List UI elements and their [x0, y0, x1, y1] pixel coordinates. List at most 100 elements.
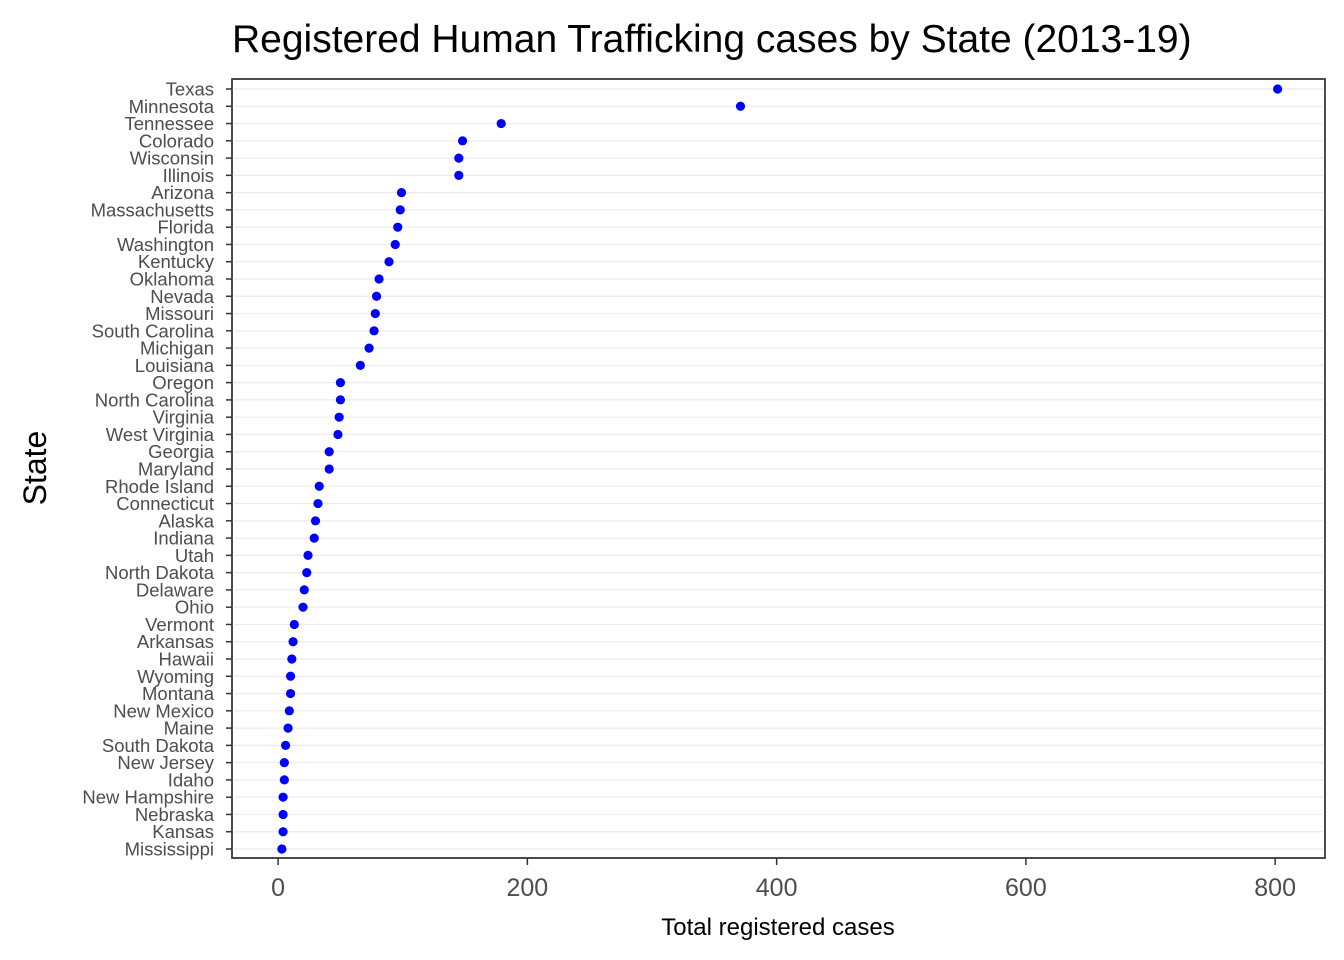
state-label: Colorado — [139, 130, 214, 151]
x-tick-label: 800 — [1254, 874, 1296, 902]
data-point — [355, 360, 365, 370]
state-label: Illinois — [163, 165, 214, 186]
state-label: North Dakota — [105, 562, 215, 583]
data-point — [278, 792, 288, 802]
state-label: Washington — [117, 234, 214, 255]
state-label: North Carolina — [95, 389, 215, 410]
state-label: Oregon — [152, 372, 214, 393]
state-label: Maryland — [138, 459, 214, 480]
data-point — [324, 447, 334, 457]
state-label: Missouri — [145, 303, 214, 324]
data-point — [285, 671, 296, 681]
data-point — [395, 205, 405, 215]
data-point — [333, 429, 343, 440]
x-axis-title: Total registered cases — [661, 914, 894, 941]
state-label: Vermont — [145, 614, 214, 635]
state-label: Ohio — [175, 597, 214, 618]
state-label: Nebraska — [135, 804, 215, 825]
state-label: Delaware — [136, 579, 214, 600]
data-point — [396, 188, 407, 198]
data-point — [393, 222, 403, 232]
state-label: Alaska — [158, 510, 214, 531]
state-label: Michigan — [140, 338, 214, 359]
state-label: Montana — [142, 683, 215, 704]
data-point — [278, 827, 288, 837]
data-point — [335, 378, 346, 388]
data-point — [287, 654, 297, 664]
data-point — [279, 758, 289, 768]
data-point — [279, 775, 289, 785]
state-label: New Hampshire — [82, 787, 214, 808]
state-label: New Jersey — [117, 752, 214, 773]
state-label: Virginia — [153, 407, 215, 428]
data-point — [313, 498, 323, 509]
data-points — [277, 84, 1283, 854]
data-point — [454, 170, 464, 180]
grid-layer — [232, 88, 1325, 850]
state-label: Arizona — [151, 182, 214, 203]
state-label: South Carolina — [92, 320, 215, 341]
data-point — [289, 619, 299, 630]
data-point — [370, 308, 380, 319]
state-label: Hawaii — [158, 649, 214, 670]
data-point — [285, 688, 296, 699]
data-point — [277, 844, 287, 854]
x-tick-label: 0 — [271, 874, 285, 902]
x-axis: 0 200 400 600 800 — [271, 858, 1296, 902]
data-point — [334, 412, 344, 422]
state-labels: TexasMinnesotaTennesseeColoradoWisconsin… — [82, 79, 232, 860]
chart-title: Registered Human Trafficking cases by St… — [232, 18, 1192, 61]
state-label: Maine — [164, 718, 214, 739]
data-point — [283, 723, 293, 733]
state-label: Wyoming — [137, 666, 214, 687]
data-point — [278, 809, 288, 820]
state-label: Arkansas — [137, 631, 214, 652]
data-point — [324, 464, 334, 474]
data-point — [302, 568, 312, 578]
data-point — [374, 274, 384, 284]
state-label: Wisconsin — [130, 148, 214, 169]
state-label: Indiana — [153, 528, 214, 549]
data-point — [303, 550, 313, 560]
data-point — [299, 585, 309, 595]
data-point — [390, 239, 400, 250]
state-label: Louisiana — [135, 355, 215, 376]
data-point — [1273, 84, 1283, 94]
panel-border — [231, 78, 1326, 859]
state-label: Oklahoma — [130, 269, 215, 290]
state-label: Kansas — [152, 821, 214, 842]
data-point — [364, 343, 374, 353]
state-label: Connecticut — [116, 493, 214, 514]
state-label: Utah — [175, 545, 214, 566]
y-axis-title: State — [17, 431, 53, 506]
state-label: Georgia — [148, 441, 215, 462]
data-point — [298, 602, 308, 612]
state-label: Texas — [166, 79, 214, 100]
state-label: South Dakota — [102, 735, 215, 756]
state-label: Florida — [157, 217, 214, 238]
state-label: Idaho — [168, 769, 214, 790]
state-label: Kentucky — [138, 251, 215, 272]
data-point — [288, 637, 298, 647]
state-label: Minnesota — [129, 96, 215, 117]
data-point — [284, 706, 294, 716]
state-label: Tennessee — [125, 113, 214, 134]
x-tick-label: 200 — [507, 874, 549, 902]
state-label: West Virginia — [106, 424, 215, 445]
x-tick-label: 400 — [756, 874, 798, 902]
data-point — [309, 533, 319, 543]
state-label: Massachusetts — [91, 199, 214, 220]
data-point — [454, 153, 464, 163]
state-label: Nevada — [150, 286, 214, 307]
state-label: Mississippi — [125, 839, 214, 860]
state-label: Rhode Island — [105, 476, 214, 497]
data-point — [457, 136, 468, 146]
data-point — [335, 395, 346, 405]
data-point — [496, 118, 506, 129]
data-point — [314, 481, 324, 491]
data-point — [310, 516, 321, 526]
data-point — [735, 101, 746, 111]
data-point — [384, 257, 394, 267]
state-label: New Mexico — [113, 700, 214, 721]
